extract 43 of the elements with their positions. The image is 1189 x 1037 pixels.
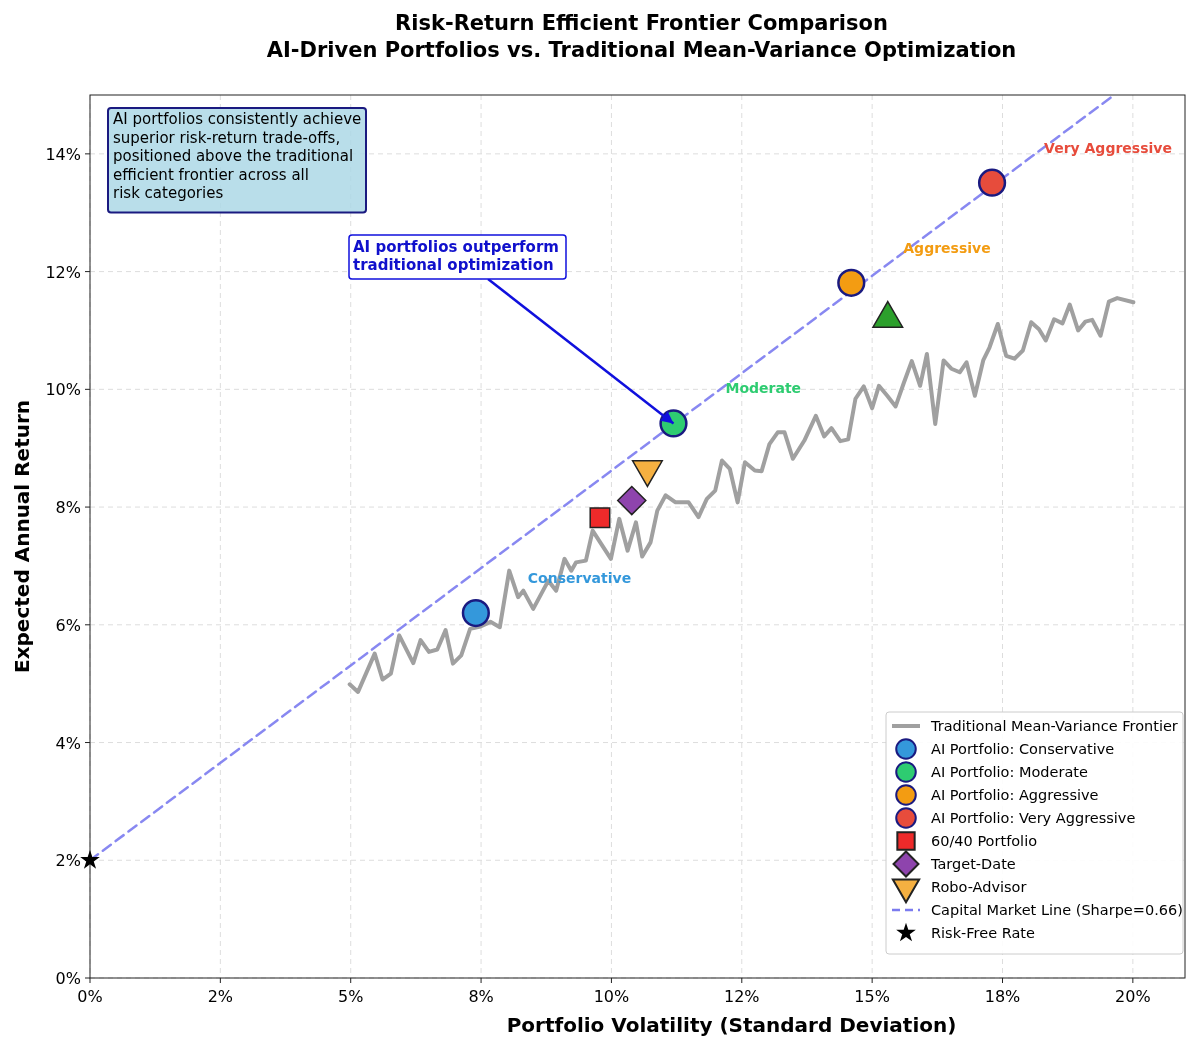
x-tick-label: 12% [724,987,760,1006]
x-tick-label: 15% [854,987,890,1006]
chart-title: Risk-Return Efficient Frontier Comparison AI-Driven Portfolios vs. Traditional Mean-Variance Optimization [266,11,1017,62]
legend-label: AI Portfolio: Very Aggressive [931,810,1136,826]
x-tick-label: 10% [593,987,630,1006]
point [80,849,100,869]
y-tick-label: 2% [55,851,81,871]
legend-label: 60/40 Portfolio [931,833,1038,849]
y-tick-label: 8% [55,498,81,518]
y-tick-label: 10% [45,380,81,400]
legend-label: Capital Market Line (Sharpe=0.66) [931,902,1183,918]
annotation: Conservative [527,570,632,587]
point [837,268,866,297]
x-tick-label: 0% [77,987,103,1006]
legend-label: AI Portfolio: Moderate [931,764,1088,780]
x-tick-label: 5% [338,987,364,1006]
y-tick-label: 6% [55,615,81,635]
annotation: Aggressive [903,239,991,256]
y-tick-label: 14% [45,144,81,164]
y-tick-label: 4% [55,733,81,753]
point [461,598,490,628]
legend-label: Traditional Mean-Variance Frontier [930,718,1178,734]
x-tick-label: 8% [468,987,494,1006]
legend-label: Risk-Free Rate [931,925,1035,941]
point [616,485,647,516]
y-tick-label: 12% [45,262,81,282]
x-axis-title: Portfolio Volatility (Standard Deviation) [506,1013,957,1037]
line-series [347,296,1136,694]
x-tick-label: 20% [1115,987,1151,1006]
y-axis-title: Expected Annual Return [10,399,34,674]
annotation: AI portfolios outperform traditional optimization [353,238,559,274]
legend-label: Target-Date [930,856,1016,872]
annotation: Very Aggressive [1044,139,1172,156]
annotation: AI portfolios consistently achieve superior risk-return trade-offs, positioned above the traditional efficient frontier across all risk categories [113,110,362,202]
legend-label: AI Portfolio: Aggressive [931,787,1099,803]
point [977,168,1007,197]
x-tick-label: 18% [984,987,1021,1006]
x-tick-label: 2% [207,987,234,1006]
annotation: Moderate [725,380,802,397]
point [589,507,611,529]
y-tick-label: 0% [55,969,81,988]
legend-label: AI Portfolio: Conservative [931,741,1115,757]
legend-label: Robo-Advisor [931,879,1027,895]
